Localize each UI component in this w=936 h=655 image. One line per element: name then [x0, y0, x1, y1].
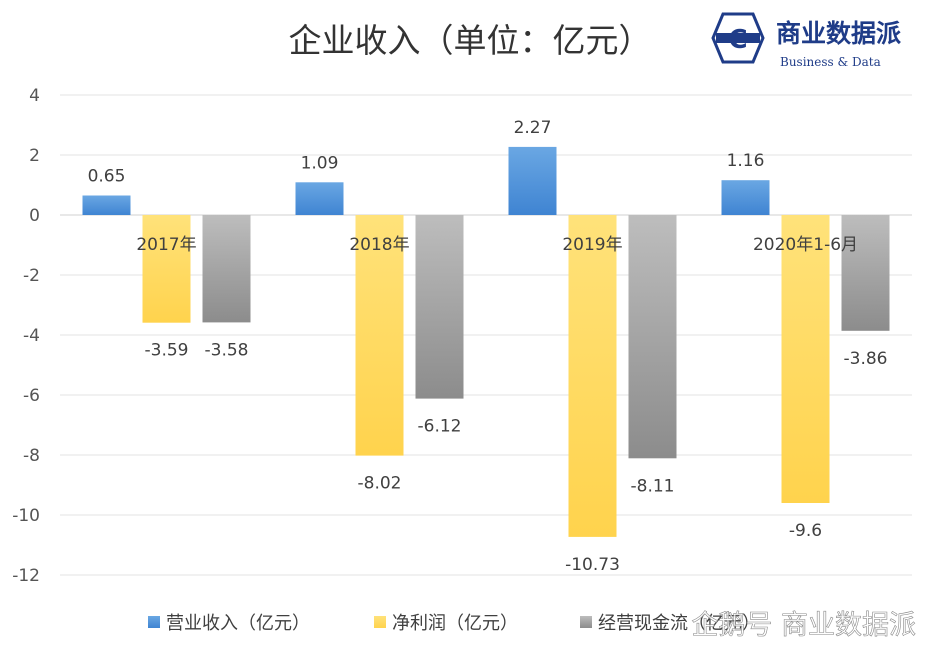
logo-icon-letter: C [728, 25, 747, 55]
bar [841, 215, 890, 331]
y-tick-label: -6 [23, 386, 40, 406]
bar [415, 215, 464, 399]
data-label: 0.65 [88, 167, 126, 187]
data-label: 1.16 [727, 151, 765, 171]
chart-title: 企业收入（单位：亿元） [289, 21, 652, 60]
bar [628, 215, 677, 459]
legend-swatch [148, 616, 160, 628]
data-label: -3.86 [844, 349, 888, 369]
category-labels: 2017年 2018年 2019年 2020年1-6月 [136, 235, 858, 255]
bar [295, 182, 344, 215]
bar [721, 180, 770, 215]
data-label: -6.12 [418, 417, 462, 437]
bar [142, 215, 191, 323]
y-tick-label: -10 [12, 506, 40, 526]
legend-label: 净利润（亿元） [392, 613, 518, 634]
data-labels: 0.65 -3.59 -3.58 1.09 -8.02 -6.12 2.27 -10.73 -8… [88, 118, 888, 575]
logo-hexagon-icon [711, 12, 765, 64]
category-label: 2017年 [136, 235, 196, 255]
data-label: -10.73 [565, 555, 620, 575]
logo: C 商业数据派 Business & Data [711, 12, 901, 69]
bar [355, 215, 404, 456]
y-tick-label: -8 [23, 446, 40, 466]
legend-label: 营业收入（亿元） [166, 613, 310, 634]
logo-bar-icon [716, 33, 760, 43]
legend-label: 经营现金流（亿元） [598, 613, 760, 634]
gridlines [60, 94, 912, 576]
data-label: -9.6 [789, 521, 822, 541]
bar [781, 215, 830, 503]
y-tick-label: 2 [29, 146, 40, 166]
y-tick-label: -12 [12, 566, 40, 586]
logo-name: 商业数据派 [776, 19, 901, 48]
bar [568, 215, 617, 537]
bar [202, 215, 251, 323]
legend: 营业收入（亿元） 净利润（亿元） 经营现金流（亿元） [148, 613, 760, 634]
legend-swatch [580, 616, 592, 628]
data-label: 1.09 [301, 153, 339, 173]
y-tick-label: 4 [29, 86, 40, 106]
data-label: 2.27 [514, 118, 552, 138]
y-tick-label: -4 [23, 326, 40, 346]
logo-subtitle: Business & Data [780, 55, 881, 69]
y-axis: 4 2 0 -2 -4 -6 -8 -10 -12 [12, 86, 40, 586]
legend-swatch [374, 616, 386, 628]
y-tick-label: 0 [29, 206, 40, 226]
bar [82, 195, 131, 215]
bars [82, 146, 890, 537]
data-label: -8.02 [358, 474, 402, 494]
bar [508, 146, 557, 215]
y-tick-label: -2 [23, 266, 40, 286]
data-label: -3.59 [145, 341, 189, 361]
category-label: 2019年 [562, 235, 622, 255]
category-label: 2020年1-6月 [753, 235, 858, 255]
data-label: -8.11 [631, 476, 675, 496]
category-label: 2018年 [349, 235, 409, 255]
watermark: 企鹅号 商业数据派 [691, 610, 916, 641]
data-label: -3.58 [205, 340, 249, 360]
